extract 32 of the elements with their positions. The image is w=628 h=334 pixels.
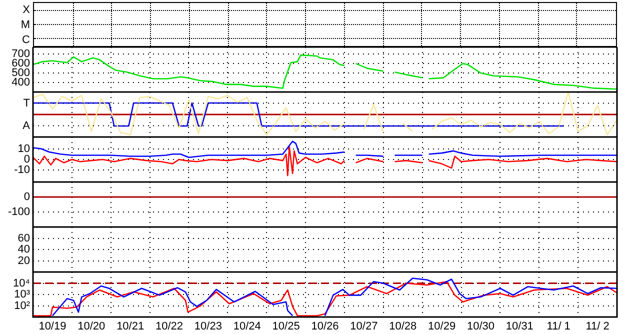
y-tick-label: 0 [24, 154, 30, 166]
x-tick-label: 10/26 [311, 320, 339, 333]
x-tick-label: 11/ 1 [546, 320, 570, 333]
x-tick-label: 10/22 [156, 320, 184, 333]
text: A [22, 120, 31, 132]
y-tick-label: 10 [18, 142, 30, 155]
x-tick-label: 10/19 [38, 320, 66, 333]
x-tick-label: 10/25 [272, 320, 300, 333]
text: M [20, 18, 30, 32]
y-tick-label: 10⁴ [13, 277, 30, 290]
y-tick-label: 20 [18, 254, 30, 267]
x-tick-label: 10/20 [78, 320, 106, 333]
text: T [23, 97, 30, 110]
y-tick-label: 40 [18, 244, 30, 256]
y-tick-label: -100 [8, 206, 30, 218]
y-tick-label: 0 [24, 191, 30, 204]
y-tick-label: 10³ [14, 288, 30, 301]
x-tick-label: 10/23 [194, 320, 222, 333]
x-tick-label: 10/21 [116, 320, 144, 333]
text: X [22, 2, 30, 16]
y-tick-label: -10 [14, 164, 30, 176]
y-tick-label: 10² [14, 300, 30, 312]
x-tick-label: 10/30 [466, 320, 494, 333]
x-tick-label: 10/27 [350, 320, 378, 333]
x-tick-label: 11/ 2 [586, 320, 610, 333]
text: C [22, 32, 30, 46]
x-tick-label: 10/28 [389, 320, 417, 333]
y-tick-label: 400 [12, 76, 30, 89]
x-tick-label: 10/31 [506, 320, 534, 333]
x-tick-label: 10/29 [428, 320, 456, 333]
x-tick-label: 10/24 [233, 320, 261, 333]
y-tick-label: 60 [18, 232, 30, 244]
